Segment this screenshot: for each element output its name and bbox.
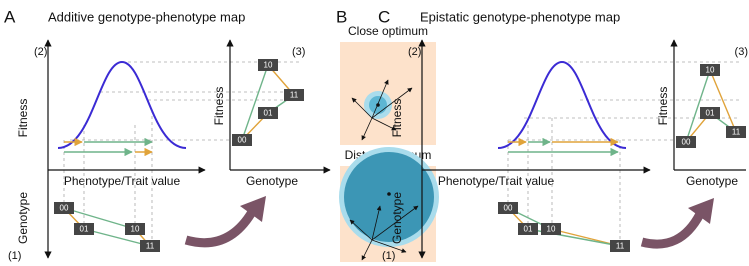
genotype-label: 00 bbox=[682, 138, 691, 147]
genotype-label: 01 bbox=[524, 225, 533, 234]
axis-label: Genotype bbox=[390, 192, 404, 244]
panel-letter: B bbox=[336, 7, 347, 26]
genotype-links bbox=[242, 65, 294, 140]
genotype-box: 10 bbox=[125, 223, 145, 235]
panel-title: Additive genotype-phenotype map bbox=[48, 9, 245, 24]
genotype-label: 01 bbox=[706, 109, 715, 118]
marker: (2) bbox=[408, 46, 421, 58]
genotype-box: 11 bbox=[610, 240, 630, 252]
genotype-label: 11 bbox=[290, 91, 299, 100]
decoration bbox=[422, 40, 746, 258]
genotype-box: 11 bbox=[726, 126, 746, 138]
axis-label: Fitness bbox=[656, 87, 670, 126]
genotype-link bbox=[686, 70, 710, 142]
axis-label: Genotype bbox=[16, 192, 30, 244]
axis-label: Phenotype/Trait value bbox=[438, 174, 555, 188]
genotype-label: 10 bbox=[131, 225, 140, 234]
axis-label: Genotype bbox=[686, 174, 738, 188]
marker: (1) bbox=[382, 250, 395, 262]
genotype-label: 10 bbox=[547, 225, 556, 234]
genotype-box: 01 bbox=[258, 107, 278, 119]
genotype-label: 10 bbox=[264, 61, 273, 70]
genotype-box: 10 bbox=[700, 64, 720, 76]
panel-letter: C bbox=[378, 7, 390, 26]
panel-title: Epistatic genotype-phenotype map bbox=[420, 9, 620, 24]
figure: A Additive genotype-phenotype map (2) (3… bbox=[0, 0, 749, 266]
panel-letter: A bbox=[4, 7, 16, 26]
marker: (1) bbox=[8, 250, 21, 262]
marker: (3) bbox=[292, 46, 305, 58]
genotype-box: 01 bbox=[700, 107, 720, 119]
genotype-box: 00 bbox=[676, 136, 696, 148]
genotype-box: 10 bbox=[541, 223, 561, 235]
axis-label: Fitness bbox=[212, 87, 226, 126]
axis-label: Fitness bbox=[390, 99, 404, 138]
marker: (3) bbox=[735, 46, 748, 58]
genotype-label: 00 bbox=[60, 204, 69, 213]
axis-label: Genotype bbox=[246, 174, 298, 188]
genotype-box: 10 bbox=[258, 59, 278, 71]
genotype-label: 00 bbox=[504, 204, 513, 213]
axis-label: Phenotype/Trait value bbox=[64, 174, 181, 188]
genotype-box: 11 bbox=[284, 89, 304, 101]
genotype-box: 00 bbox=[498, 202, 518, 214]
genotype-box: 01 bbox=[518, 223, 538, 235]
panel-b: B Close optimum Distant optimum bbox=[336, 7, 439, 262]
panel-a: A Additive genotype-phenotype map (2) (3… bbox=[4, 7, 330, 261]
genotype-label: 11 bbox=[616, 242, 625, 251]
genotype-label: 00 bbox=[238, 136, 247, 145]
genotype-box: 00 bbox=[232, 134, 252, 146]
genotype-box: 11 bbox=[140, 240, 160, 252]
genotype-label: 11 bbox=[146, 242, 155, 251]
genotype-box: 00 bbox=[54, 202, 74, 214]
axis-label: Fitness bbox=[16, 99, 30, 138]
genotype-link bbox=[242, 65, 268, 140]
genotype-label: 01 bbox=[264, 109, 273, 118]
genotype-label: 01 bbox=[80, 225, 89, 234]
genotype-label: 11 bbox=[732, 128, 741, 137]
marker: (2) bbox=[34, 46, 47, 58]
genotype-box: 01 bbox=[74, 223, 94, 235]
genotype-label: 10 bbox=[706, 66, 715, 75]
